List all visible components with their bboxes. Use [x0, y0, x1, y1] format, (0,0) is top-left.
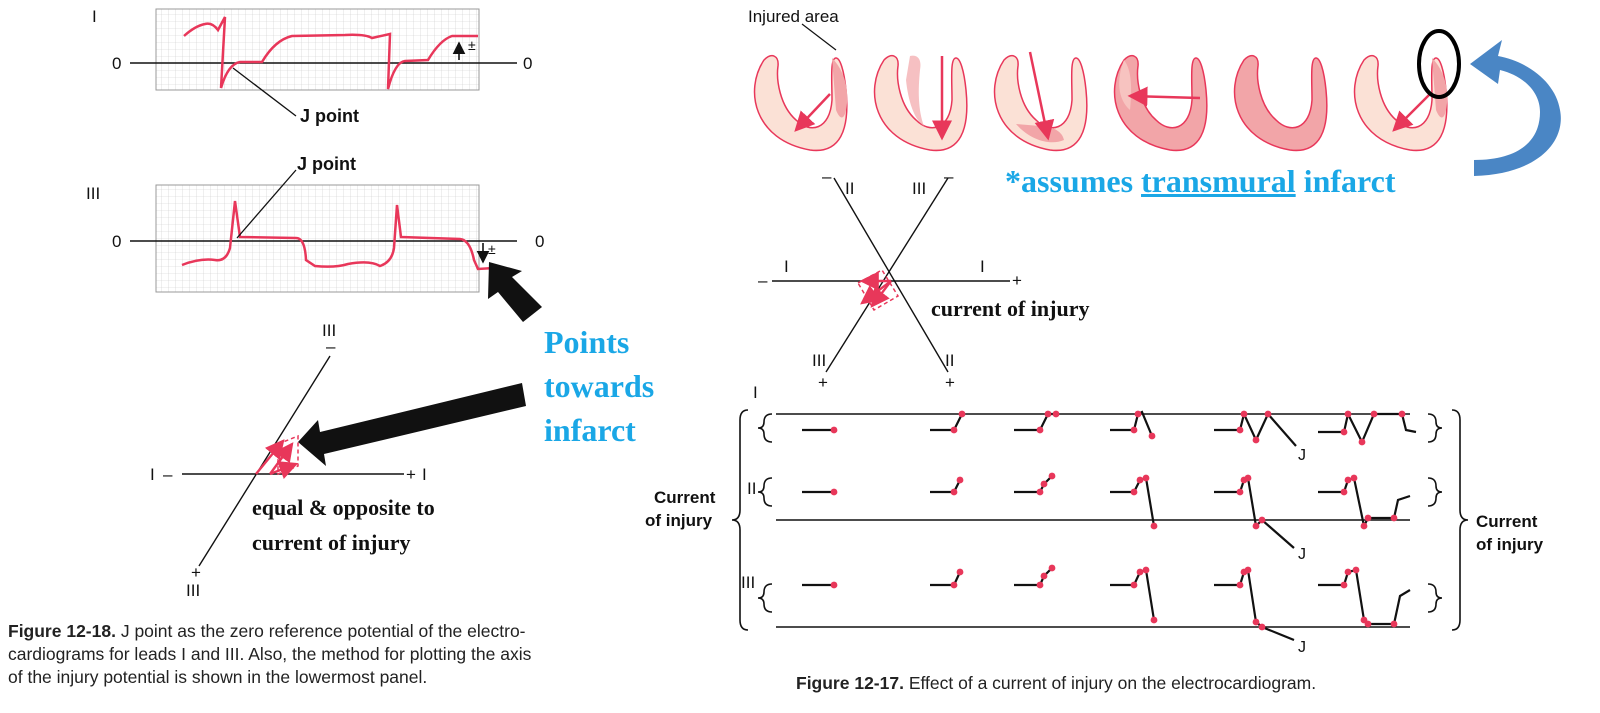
left-axis-diagram	[182, 355, 404, 567]
row-lead-I: I	[753, 383, 758, 402]
axis-III-bottom-label: III	[186, 581, 201, 600]
points-towards-line3: infarct	[544, 412, 636, 448]
axis-I-left-label: I	[150, 465, 155, 484]
j-point-label-mid: J point	[297, 154, 356, 174]
hex-I-left-minus: –	[758, 271, 768, 290]
bracket-label-right-line1: Current	[1476, 512, 1538, 531]
caption-figure-12-17: Figure 12-17. Effect of a current of inj…	[796, 672, 1516, 695]
caption-12-18-line2: cardiograms for leads I and III. Also, t…	[8, 644, 532, 664]
heart-4	[1113, 55, 1208, 152]
caption-12-18-line1: J point as the zero reference potential …	[115, 621, 526, 641]
zero-label-right-top: 0	[523, 54, 533, 73]
row-lead-II: II	[747, 479, 757, 498]
pm-label-top: ±	[468, 37, 476, 53]
hex-II-bottom-label: II	[945, 351, 955, 370]
hexaxial-diagram	[772, 177, 1010, 373]
hex-I-right-label: I	[980, 257, 985, 276]
transmural-note-prefix: *assumes	[1005, 163, 1142, 199]
hex-II-bottom-plus: +	[945, 373, 955, 392]
ecg-lead-III	[130, 169, 517, 293]
injured-area-label: Injured area	[748, 7, 839, 26]
hex-II-top-minus: –	[822, 167, 832, 186]
transmural-note: *assumes transmural infarct	[1005, 165, 1396, 197]
hex-III-top-minus: –	[944, 167, 954, 186]
heart-3	[993, 51, 1088, 152]
lead-I-label: I	[92, 7, 97, 26]
axis-III-bottom-plus: +	[191, 563, 201, 582]
transmural-note-suffix: infarct	[1295, 163, 1396, 199]
bracket-label-left-line1: Current	[654, 488, 716, 507]
caption-12-18-bold: Figure 12-18.	[8, 621, 116, 641]
hex-I-right-plus: +	[1012, 271, 1022, 290]
bracket-label-left-line2: of injury	[645, 511, 713, 530]
equal-opposite-line1: equal & opposite to	[252, 495, 435, 520]
j-label-row-II: J	[1298, 546, 1306, 563]
hex-III-bottom-plus: +	[818, 373, 828, 392]
black-arrow-lower	[298, 383, 526, 466]
black-arrow-upper	[488, 262, 542, 322]
axis-I-right-plus: +	[406, 465, 416, 484]
highlight-ellipse	[1417, 29, 1461, 99]
heart-6	[1353, 55, 1448, 152]
zero-label-left-top: 0	[112, 54, 122, 73]
axis-III-top-minus: –	[326, 337, 336, 356]
points-towards-line1: Points	[544, 324, 630, 360]
heart-2	[873, 55, 968, 152]
injury-row-dots	[830, 410, 1406, 631]
hex-II-top-label: II	[845, 179, 855, 198]
lead-III-label: III	[86, 184, 101, 203]
zero-label-left-mid: 0	[112, 232, 122, 251]
heart-5	[1233, 55, 1328, 152]
caption-12-17-rest: Effect of a current of injury on the ele…	[903, 673, 1317, 693]
points-towards-line2: towards	[544, 368, 655, 404]
axis-III-top-label: III	[322, 321, 337, 340]
j-label-row-III: J	[1298, 639, 1306, 656]
heart-1	[753, 55, 848, 152]
zero-label-right-mid: 0	[535, 232, 545, 251]
hex-III-top-label: III	[912, 179, 927, 198]
injury-rows	[731, 409, 1469, 642]
hex-III-bottom-label: III	[812, 351, 827, 370]
axis-I-left-minus: –	[163, 465, 173, 484]
j-point-label-top: J point	[300, 106, 359, 126]
bracket-label-right-line2: of injury	[1476, 535, 1544, 554]
equal-opposite-line2: current of injury	[252, 530, 411, 555]
j-label-row-I: J	[1298, 447, 1306, 464]
ecg-lead-I	[130, 8, 517, 117]
caption-figure-12-18: Figure 12-18. J point as the zero refere…	[8, 620, 648, 689]
current-of-injury-text: current of injury	[931, 296, 1090, 321]
pm-label-mid: ±	[488, 241, 496, 257]
hex-I-left-label: I	[784, 257, 789, 276]
row-lead-III: III	[741, 573, 756, 592]
axis-I-right-label: I	[422, 465, 427, 484]
transmural-note-underlined: transmural	[1141, 163, 1296, 199]
caption-12-18-line3: of the injury potential is shown in the …	[8, 667, 428, 687]
curved-blue-arrow	[1470, 40, 1561, 176]
hearts-row	[753, 23, 1448, 152]
caption-12-17-bold: Figure 12-17.	[796, 673, 904, 693]
